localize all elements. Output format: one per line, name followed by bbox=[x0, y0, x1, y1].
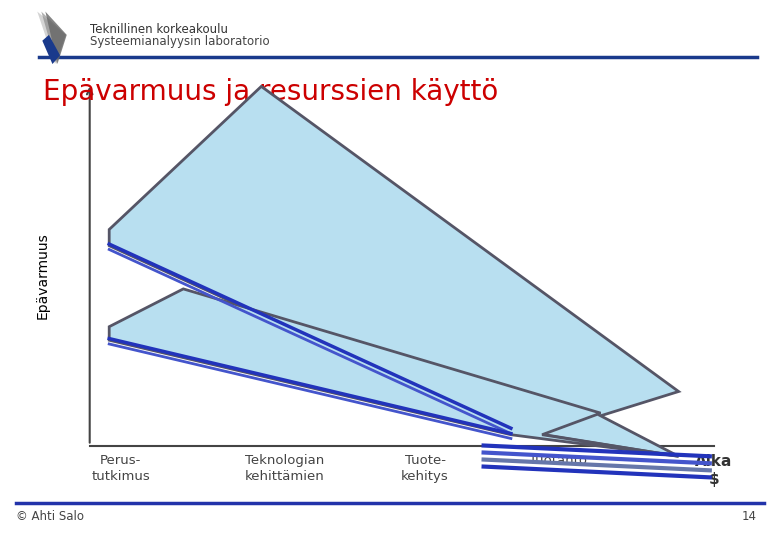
Text: Teknillinen korkeakoulu: Teknillinen korkeakoulu bbox=[90, 23, 228, 36]
Polygon shape bbox=[37, 11, 65, 64]
Text: Systeemianalyysin laboratorio: Systeemianalyysin laboratorio bbox=[90, 35, 269, 48]
Polygon shape bbox=[45, 11, 67, 64]
Text: Epävarmuus: Epävarmuus bbox=[36, 232, 50, 319]
Polygon shape bbox=[109, 86, 679, 456]
Text: Aika
$: Aika $ bbox=[695, 454, 732, 487]
Polygon shape bbox=[109, 289, 679, 456]
Polygon shape bbox=[41, 11, 66, 64]
Text: Teknologian
kehittämien: Teknologian kehittämien bbox=[245, 454, 324, 483]
Text: © Ahti Salo: © Ahti Salo bbox=[16, 510, 83, 523]
Text: Tuotanto: Tuotanto bbox=[529, 454, 587, 467]
Text: Perus-
tutkimus: Perus- tutkimus bbox=[91, 454, 151, 483]
Text: Tuote-
kehitys: Tuote- kehitys bbox=[401, 454, 449, 483]
Text: Epävarmuus ja resurssien käyttö: Epävarmuus ja resurssien käyttö bbox=[43, 78, 498, 106]
Polygon shape bbox=[42, 35, 60, 64]
Text: 14: 14 bbox=[742, 510, 757, 523]
